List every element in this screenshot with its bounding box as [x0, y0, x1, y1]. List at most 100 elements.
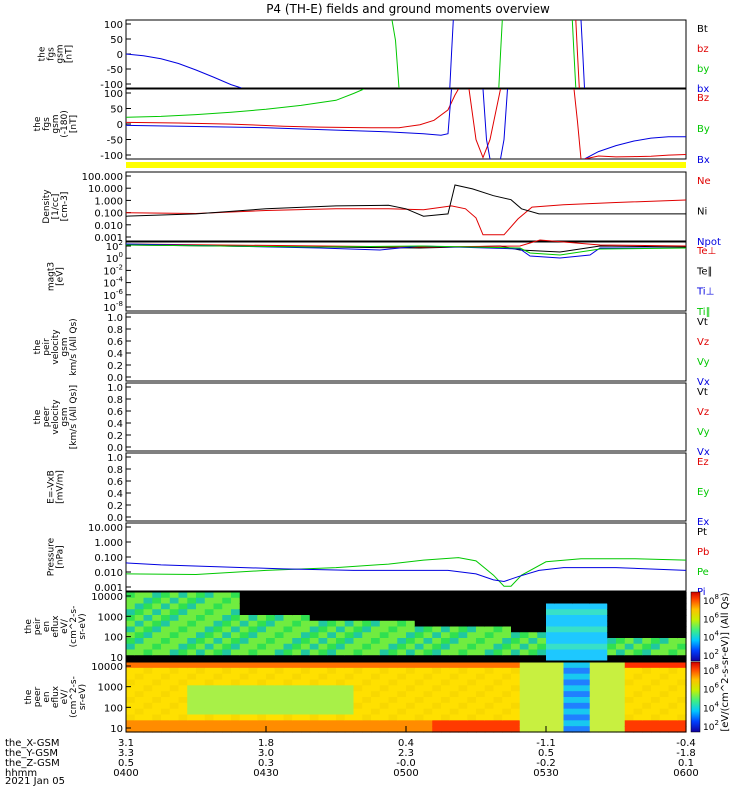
heatmap-cell [449, 638, 460, 645]
heatmap-cell [231, 643, 241, 651]
heatmap-cell [344, 726, 355, 733]
heatmap-cell [292, 609, 302, 616]
heatmap-cell [598, 620, 608, 628]
heatmap-cell [187, 697, 197, 704]
heatmap-cell [134, 597, 145, 605]
heatmap-cell [266, 714, 276, 721]
heatmap-cell [467, 662, 477, 669]
heatmap-cell [134, 609, 145, 616]
heatmap-cell [152, 673, 162, 681]
heatmap-cell [292, 714, 302, 721]
heatmap-cell [161, 603, 171, 610]
heatmap-cell [432, 679, 442, 686]
heatmap-cell [659, 615, 670, 622]
heatmap-cell [169, 620, 180, 628]
legend-Ti∥: Ti∥ [696, 307, 711, 318]
heatmap-cell [572, 726, 582, 733]
heatmap-cell [441, 685, 451, 692]
heatmap-cell [668, 615, 678, 622]
heatmap-cell [467, 697, 477, 704]
heatmap-cell [178, 685, 188, 692]
series-line-by [571, 20, 577, 88]
heatmap-cell [213, 620, 223, 628]
heatmap-cell [196, 685, 206, 692]
heatmap-cell [423, 667, 433, 675]
heatmap-cell [616, 702, 626, 710]
heatmap-cell [222, 597, 232, 605]
heatmap-cell [187, 714, 197, 721]
heatmap-cell [668, 620, 678, 628]
heatmap-cell [196, 632, 206, 639]
heatmap-cell [178, 662, 188, 669]
heatmap-cell [651, 702, 661, 710]
heatmap-cell [589, 714, 600, 721]
heatmap-cell [134, 667, 145, 675]
heatmap-cell [248, 620, 258, 628]
heatmap-cell [449, 620, 460, 628]
heatmap-cell [572, 620, 582, 628]
heatmap-cell [493, 643, 503, 651]
heatmap-cell [624, 667, 635, 675]
heatmap-cell [441, 679, 451, 686]
heatmap-cell [607, 708, 617, 716]
heatmap-cell [589, 643, 600, 651]
y-axis-label: Pressure [47, 537, 57, 576]
heatmap-cell [467, 685, 477, 692]
heatmap-cell [432, 667, 442, 675]
heatmap-cell [257, 592, 267, 599]
panel-frame [125, 591, 687, 662]
heatmap-cell [581, 702, 591, 710]
heatmap-cell [161, 632, 171, 639]
heatmap-cell [519, 679, 530, 686]
heatmap-cell [371, 667, 381, 675]
heatmap-cell [126, 597, 136, 605]
heatmap-cell [528, 626, 538, 633]
heatmap-cell [134, 726, 145, 733]
heatmap-cell [449, 702, 460, 710]
heatmap-cell [633, 691, 643, 698]
heatmap-cell [572, 708, 582, 716]
heatmap-cell [537, 592, 547, 599]
heatmap-cell [344, 592, 355, 599]
heatmap-cell [161, 597, 171, 605]
heatmap-cell [423, 726, 433, 733]
y-tick-label: 50 [110, 35, 123, 46]
heatmap-cell [467, 626, 477, 633]
heatmap-cell [196, 702, 206, 710]
heatmap-cell [134, 720, 145, 727]
heatmap-cell [624, 603, 635, 610]
heatmap-cell [414, 603, 425, 610]
y-tick-label: 1000 [98, 612, 123, 623]
heatmap-cell [318, 655, 328, 662]
heatmap-cell [266, 726, 276, 733]
heatmap-cell [362, 638, 372, 645]
heatmap-cell [484, 638, 495, 645]
heatmap-cell [274, 708, 285, 716]
panel-density: 100.00010.0001.0000.1000.0100.001Density… [42, 171, 721, 248]
heatmap-cell [397, 626, 407, 633]
heatmap-cell [362, 714, 372, 721]
heatmap-cell [624, 643, 635, 651]
heatmap-cell [292, 702, 302, 710]
heatmap-cell [318, 643, 328, 651]
x-row-value: 3.3 [118, 748, 134, 759]
heatmap-cell [213, 615, 223, 622]
heatmap-cell [502, 609, 512, 616]
y-tick-label: 0.010 [94, 568, 123, 579]
heatmap-cell [493, 603, 503, 610]
heatmap-cell [467, 615, 477, 622]
heatmap-cell [511, 679, 521, 686]
y-axis-label: the [24, 619, 34, 634]
heatmap-cell [476, 632, 486, 639]
heatmap-cell [458, 609, 468, 616]
heatmap-cell [231, 632, 241, 639]
heatmap-cell [126, 638, 136, 645]
heatmap-cell [624, 691, 635, 698]
heatmap-cell [546, 643, 556, 651]
heatmap-cell [563, 603, 573, 610]
heatmap-cell [213, 685, 223, 692]
heatmap-cell [423, 597, 433, 605]
heatmap-cell [379, 714, 390, 721]
heatmap-cell [633, 649, 643, 656]
